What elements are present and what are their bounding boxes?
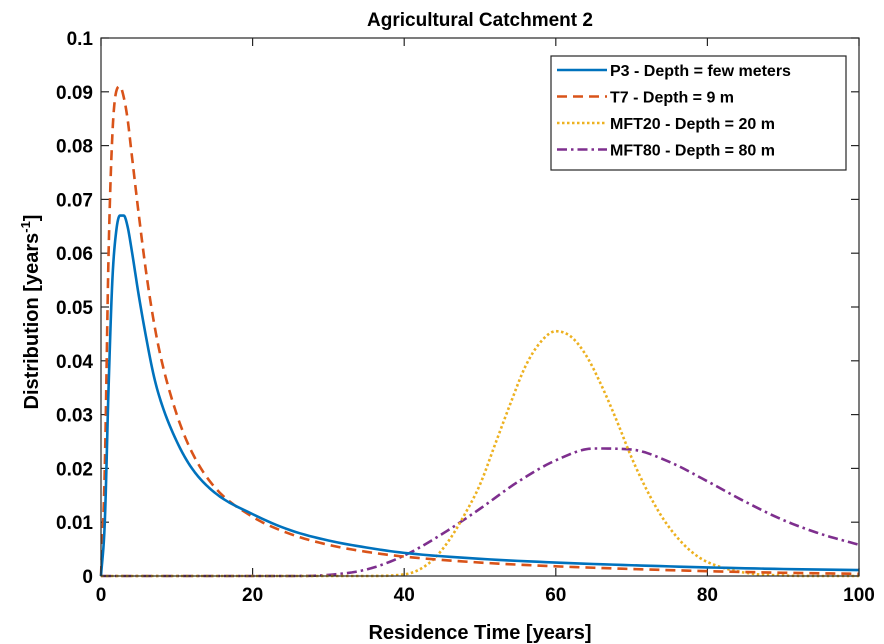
legend: P3 - Depth = few meters T7 - Depth = 9 m M… <box>550 55 847 171</box>
y-tick-label: 0.04 <box>56 352 93 373</box>
y-axis-label-exponent: -1 <box>18 221 33 233</box>
series-lines <box>99 85 860 578</box>
legend-label: MFT80 - Depth = 80 m <box>610 143 775 160</box>
y-tick-label: 0.07 <box>56 190 93 211</box>
x-tick-label: 80 <box>697 585 718 606</box>
x-axis-label: Residence Time [years] <box>368 622 591 644</box>
y-tick-label: 0.08 <box>56 137 93 158</box>
series-line-2 <box>101 329 859 578</box>
x-tick-label: 60 <box>545 585 566 606</box>
legend-label: T7 - Depth = 9 m <box>610 90 734 107</box>
y-tick-label: 0 <box>82 567 93 588</box>
chart-title: Agricultural Catchment 2 <box>367 10 593 31</box>
x-tick-labels: 0 20 40 60 80 100 <box>96 585 875 606</box>
series-line-3 <box>101 447 860 578</box>
y-tick-label: 0.1 <box>67 29 94 50</box>
y-axis-label-end: ] <box>21 215 43 222</box>
x-tick-label: 20 <box>242 585 263 606</box>
series-line-0 <box>99 214 860 577</box>
series-line-1 <box>99 85 860 577</box>
y-axis-label-main: Distribution [years <box>21 233 43 410</box>
y-tick-label: 0.01 <box>56 513 93 534</box>
x-tick-label: 40 <box>394 585 415 606</box>
y-tick-label: 0.06 <box>56 244 93 265</box>
plot-area-frame <box>100 37 860 577</box>
x-tick-label: 100 <box>843 585 875 606</box>
x-tick-label: 0 <box>96 585 107 606</box>
y-tick-label: 0.02 <box>56 459 93 480</box>
y-tick-labels: 0 0.01 0.02 0.03 0.04 0.05 0.06 0.07 0.08 0.09 0.1 <box>56 29 93 588</box>
legend-label: P3 - Depth = few meters <box>610 63 791 80</box>
legend-box <box>550 55 847 171</box>
legend-label: MFT20 - Depth = 20 m <box>610 116 775 133</box>
y-tick-label: 0.05 <box>56 298 93 319</box>
y-tick-label: 0.03 <box>56 406 93 427</box>
y-tick-label: 0.09 <box>56 83 93 104</box>
y-axis-label: Distribution [years-1] <box>18 215 43 410</box>
